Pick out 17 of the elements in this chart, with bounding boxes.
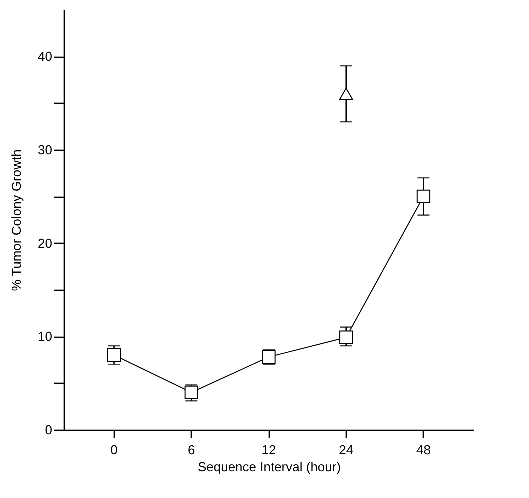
y-tick-label: 10	[38, 329, 52, 344]
x-tick-label: 0	[110, 442, 118, 458]
point	[107, 348, 122, 362]
x-tick-label: 12	[262, 442, 276, 458]
point	[184, 386, 198, 400]
point	[340, 330, 354, 344]
x-tick-label: 6	[188, 442, 196, 458]
point	[416, 190, 431, 204]
y-axis-title: % Tumor Colony Growth	[9, 150, 24, 292]
point	[340, 88, 354, 100]
x-axis-title: Sequence Interval (hour)	[198, 460, 342, 474]
y-tick-label: 40	[38, 49, 52, 64]
x-tick-label: 24	[339, 442, 354, 458]
x-tick-label: 48	[416, 442, 431, 458]
y-tick-label: 0	[45, 422, 52, 438]
y-tick-label: 30	[38, 142, 52, 158]
y-tick-label: 20	[38, 236, 52, 251]
